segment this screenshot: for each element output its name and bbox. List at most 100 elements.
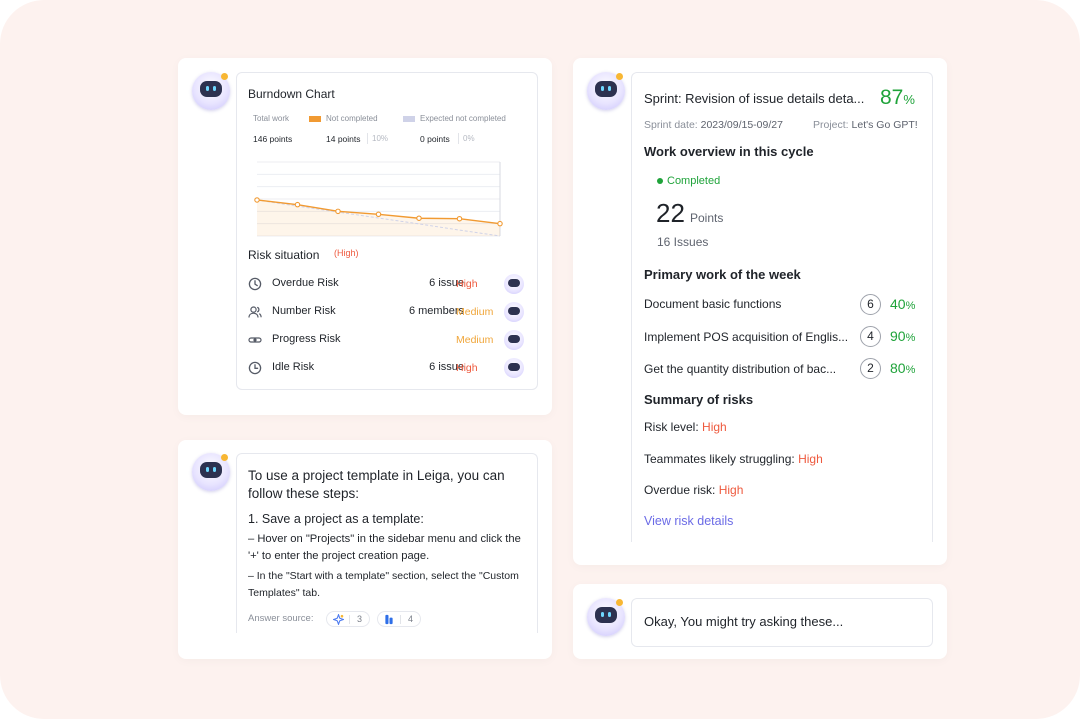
answer-bullet-1: – Hover on "Projects" in the sidebar men… [248,533,521,562]
answer-source-chip[interactable]: 3 [326,611,370,627]
risk-summary-item: Overdue risk: High [644,483,743,497]
not-completed-swatch [309,115,321,122]
work-item-count: 6 [860,294,881,315]
bot-mini-avatar[interactable] [504,302,524,322]
sprint-project: Project: Let's Go GPT! [813,119,918,131]
value-divider [367,133,368,144]
sprint-project-label: Project: [813,119,849,131]
bot-mini-avatar[interactable] [504,330,524,350]
expected-pct: 0% [463,134,475,143]
answer-intro: To use a project template in Leiga, you … [248,468,505,501]
risk-summary-label: Teammates likely struggling: [644,452,795,466]
bot-avatar [587,72,625,110]
bot-avatar [192,72,230,110]
completed-dot [657,178,663,184]
overview-heading: Work overview in this cycle [644,144,814,159]
legend-total-label: Total work [253,114,290,123]
work-item-percent: 40% [890,296,915,314]
work-item-percent: 90% [890,328,915,346]
work-item-name[interactable]: Document basic functions [644,297,782,311]
suggestion-text: Okay, You might try asking these... [644,614,844,629]
bot-avatar [192,453,230,491]
leiga-logo-icon [333,614,344,625]
risk-name: Progress Risk [272,333,341,345]
suggestion-card [631,598,933,647]
expected-swatch [403,115,415,122]
risk-row-idle[interactable]: Idle Risk 6 issue High [248,358,528,378]
risk-row-number[interactable]: Number Risk 6 members Medium [248,302,528,322]
users-icon [248,306,262,318]
sprint-date: Sprint date: 2023/09/15-09/27 [644,119,783,131]
primary-heading: Primary work of the week [644,267,801,282]
risk-summary-item: Teammates likely struggling: High [644,452,823,466]
work-item-name[interactable]: Get the quantity distribution of bac... [644,362,837,376]
sprint-percent-value: 87 [880,86,904,109]
risk-level: High [456,278,478,290]
docs-logo-icon [385,614,393,625]
risk-name: Idle Risk [272,361,315,373]
answer-source-chip[interactable]: 4 [377,611,421,627]
risk-summary-value: High [702,420,727,434]
burndown-title: Burndown Chart [248,87,335,101]
risk-name: Number Risk [272,305,336,317]
work-item-percent-value: 40 [890,296,906,312]
risk-count: 6 issue [429,361,464,373]
bot-mini-avatar[interactable] [504,274,524,294]
data-point [497,220,503,227]
legend-not-completed-label: Not completed [326,114,378,123]
answer-source-label: Answer source: [248,613,314,624]
risk-level: High [456,362,478,374]
not-completed-pct: 10% [372,134,389,143]
risk-count: 6 issue [429,277,464,289]
answer-bullet-2: – In the "Start with a template" section… [248,570,519,599]
data-point [375,211,382,218]
work-item-name[interactable]: Implement POS acquisition of Englis... [644,330,849,344]
data-point [456,215,463,222]
bot-mini-avatar[interactable] [504,358,524,378]
work-item-percent-unit: % [905,364,916,376]
completed-points: 22 [656,198,685,228]
work-item-percent-value: 90 [890,328,906,344]
legend-not-completed: Not completed [309,114,378,123]
data-point [294,201,301,208]
answer-source-count: 3 [356,614,362,624]
answer-step-title: 1. Save a project as a template: [248,512,424,526]
completed-label: Completed [667,175,721,187]
issues-count: 16 Issues [657,235,709,249]
risk-situation-title: Risk situation [248,248,320,262]
sprint-percent: 87% [880,86,915,110]
expected-value: 0 points [420,134,450,144]
risks-heading: Summary of risks [644,392,754,407]
work-item-percent-unit: % [905,300,916,312]
data-point [416,215,422,221]
sprint-title: Sprint: Revision of issue details deta..… [644,91,865,106]
work-item-count: 2 [860,358,881,379]
answer-source-count: 4 [407,614,413,624]
risk-level: Medium [456,306,494,318]
risk-count: 6 members [408,305,464,317]
template-answer-card [236,453,538,633]
clock-alert-icon [248,277,262,291]
bot-avatar [587,598,625,636]
legend-expected: Expected not completed [403,114,506,123]
risk-situation-level: (High) [334,248,359,258]
view-risk-details-link[interactable]: View risk details [644,514,734,528]
legend-expected-label: Expected not completed [420,114,506,123]
data-point [254,197,260,203]
value-divider [458,133,459,144]
risk-summary-value: High [798,452,823,466]
risk-row-progress[interactable]: Progress Risk Medium [248,330,528,350]
progress-icon [248,337,262,343]
risk-level: Medium [456,334,494,346]
sprint-project-value: Let's Go GPT! [851,119,918,131]
not-completed-value: 14 points [326,134,361,144]
risk-summary-item: Risk level: High [644,420,727,434]
burndown-card [236,72,538,390]
clock-icon [248,361,262,375]
data-point [335,208,341,215]
risk-row-overdue[interactable]: Overdue Risk 6 issue High [248,274,528,294]
sprint-date-value: 2023/09/15-09/27 [700,119,783,131]
total-work-value: 146 points [253,134,293,144]
work-item-count: 4 [860,326,881,347]
sprint-date-label: Sprint date: [644,119,698,131]
